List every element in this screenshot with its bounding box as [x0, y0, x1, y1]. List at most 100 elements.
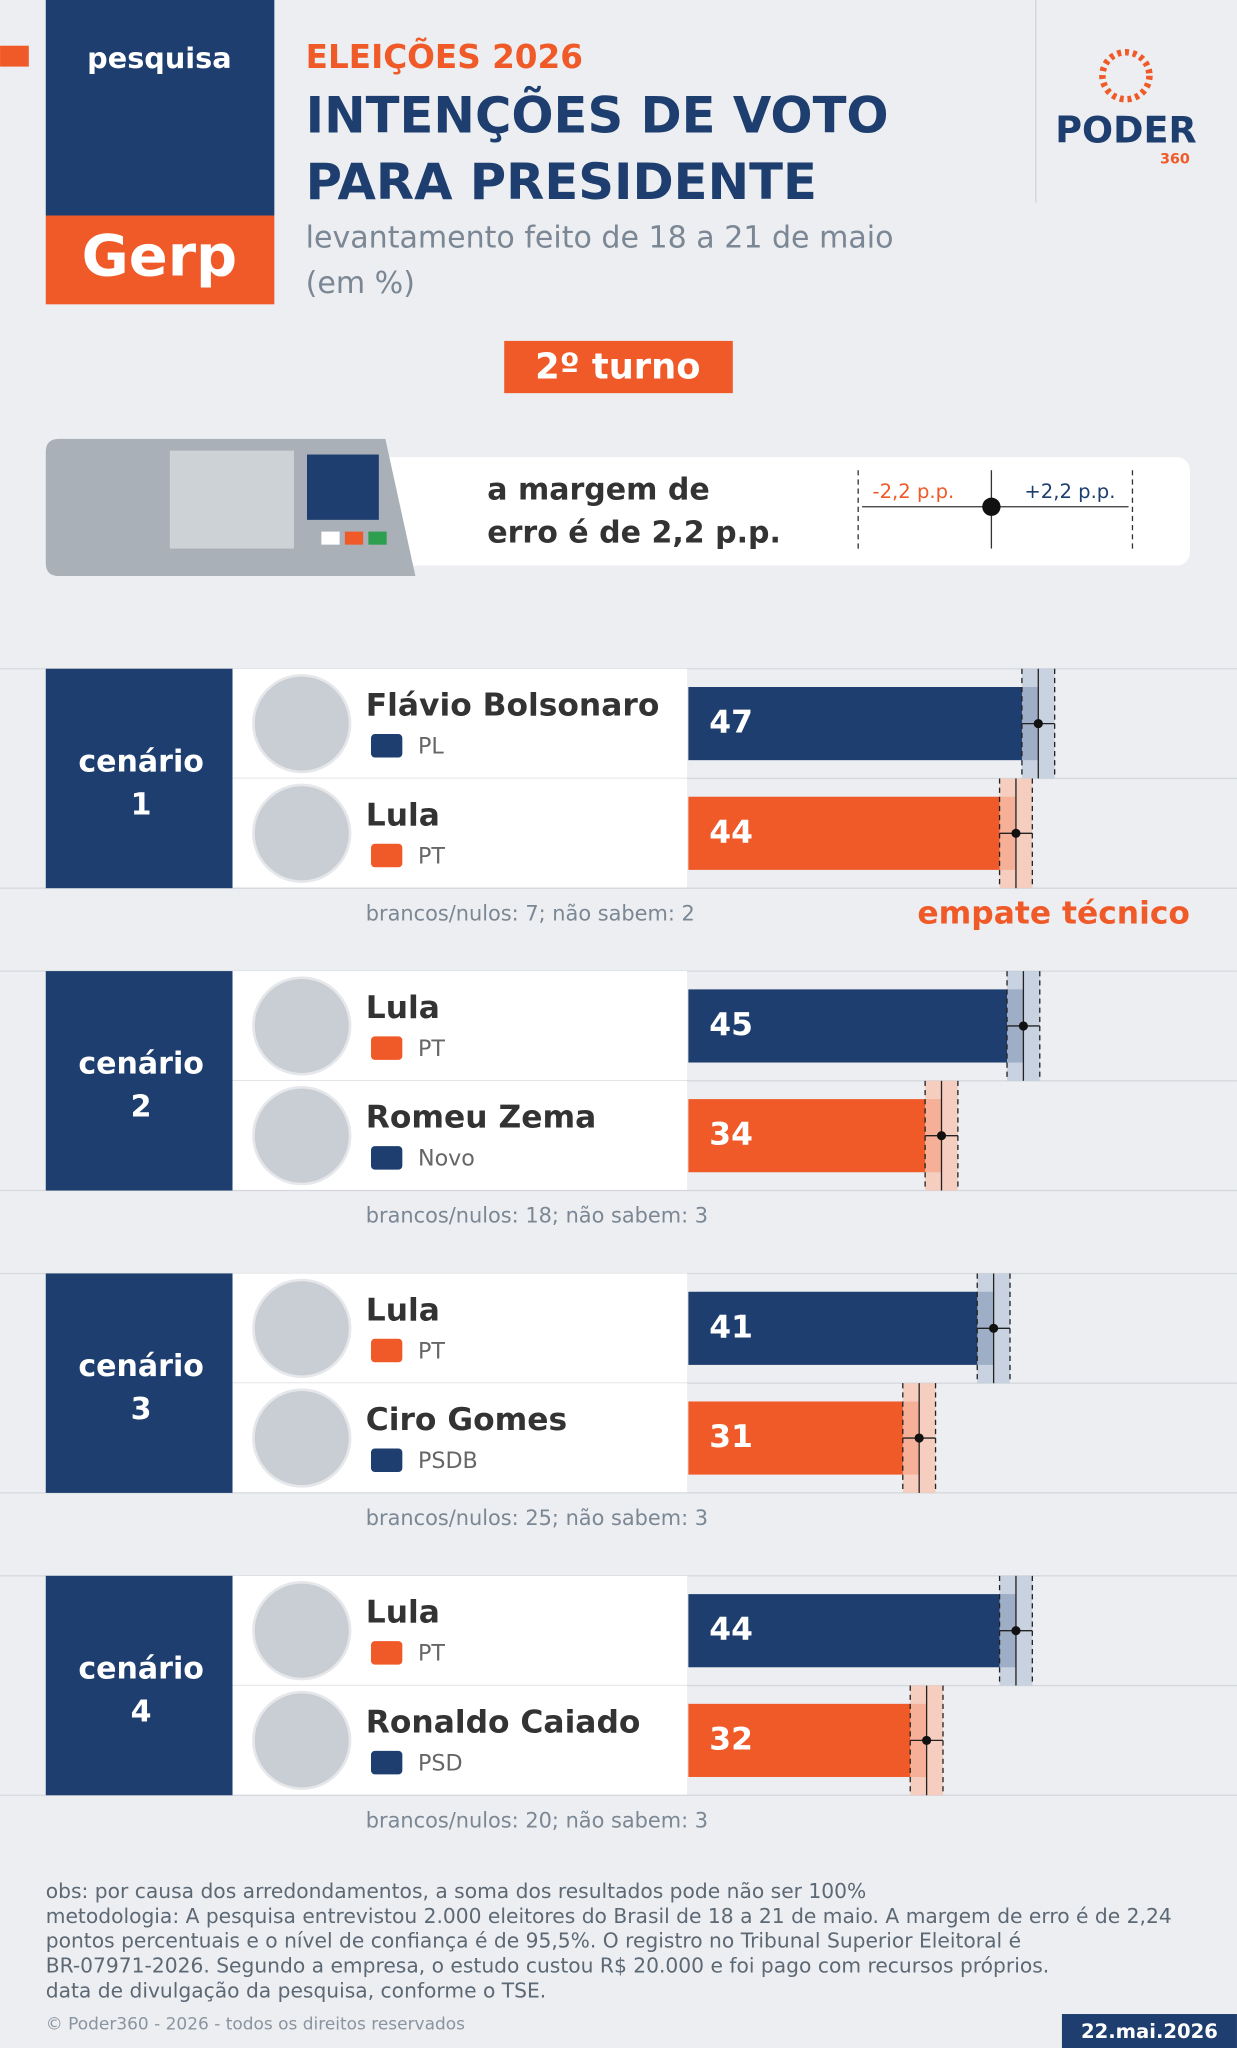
scenario-number: 3 [131, 1392, 152, 1427]
title: INTENÇÕES DE VOTO [306, 85, 889, 144]
copyright: © Poder360 - 2026 - todos os direitos re… [46, 2014, 465, 2034]
bar [688, 687, 1039, 761]
brand: Gerp [82, 223, 238, 290]
party: PL [418, 734, 444, 760]
margin-minus: -2,2 p.p. [873, 480, 955, 503]
scenario-note: brancos/nulos: 25; não sabem: 3 [366, 1506, 708, 1530]
scenario-note: brancos/nulos: 18; não sabem: 3 [366, 1204, 708, 1228]
photo [252, 1690, 352, 1791]
bar [688, 1099, 942, 1173]
logo-sub: 360 [1160, 151, 1190, 167]
footer-note: metodologia: A pesquisa entrevistou 2.00… [46, 1904, 1172, 1928]
tag-box [45, 0, 275, 216]
scenario-box [45, 668, 233, 889]
party: PSDB [418, 1448, 478, 1474]
candidate-name: Lula [366, 1595, 440, 1631]
party-icon [370, 734, 403, 758]
photo [252, 1278, 352, 1378]
value-label: 31 [709, 1419, 753, 1455]
margin-plus: +2,2 p.p. [1024, 480, 1115, 503]
candidate-name: Flávio Bolsonaro [366, 688, 660, 724]
scenario-label: cenário [78, 1047, 204, 1082]
candidate-name: Lula [366, 797, 440, 833]
margin-text: a margem de [487, 473, 710, 508]
kicker: ELEIÇÕES 2026 [306, 37, 583, 76]
candidate-name: Romeu Zema [366, 1100, 596, 1136]
bar [688, 989, 1024, 1063]
party-icon [370, 1036, 403, 1060]
scenario-box [45, 1273, 233, 1493]
party: PT [418, 1338, 445, 1364]
value-point [936, 1131, 947, 1141]
candidate-name: Lula [366, 1292, 440, 1328]
tag: pesquisa [87, 41, 231, 75]
scenario-box [45, 1575, 233, 1796]
value-point [1011, 828, 1021, 838]
value-label: 32 [709, 1721, 753, 1757]
photo [252, 1581, 352, 1681]
accent [0, 45, 29, 67]
party: PT [418, 1036, 445, 1062]
bar [688, 1703, 927, 1777]
party: PT [418, 1641, 445, 1667]
scenario-number: 4 [131, 1694, 152, 1729]
key [344, 531, 364, 545]
photo [252, 976, 352, 1076]
scenario-label: cenário [78, 1651, 204, 1686]
subtitle: (em %) [306, 266, 415, 301]
brand-box [45, 215, 275, 305]
footer-note: pontos percentuais e o nível de confianç… [46, 1929, 1021, 1953]
scenario-number: 2 [131, 1090, 152, 1125]
key [321, 531, 340, 545]
footer-note: data de divulgação da pesquisa, conforme… [46, 1978, 546, 2002]
scenario-note: brancos/nulos: 20; não sabem: 3 [366, 1808, 708, 1832]
value-label: 47 [709, 705, 753, 741]
value-point [989, 1323, 999, 1333]
bar [688, 1291, 994, 1365]
date: 22.mai.2026 [1081, 2020, 1218, 2043]
candidate-name: Lula [366, 990, 440, 1026]
party: PT [418, 843, 445, 869]
logo-sun [1099, 48, 1153, 103]
screen [169, 450, 294, 549]
subtitle: levantamento feito de 18 a 21 de maio [306, 221, 894, 256]
party-icon [370, 1146, 403, 1170]
round-box [504, 340, 733, 394]
scenario-number: 1 [131, 787, 152, 822]
keypad [306, 454, 379, 520]
party-icon [370, 1448, 403, 1472]
value-label: 44 [709, 814, 753, 850]
title: PARA PRESIDENTE [306, 153, 817, 211]
footer-note: obs: por causa dos arredondamentos, a so… [46, 1879, 867, 1903]
value-point [1018, 1021, 1028, 1031]
round: 2º turno [535, 346, 700, 387]
scenario-note: brancos/nulos: 7; não sabem: 2 [366, 901, 695, 925]
photo [252, 673, 352, 774]
bar [688, 796, 1016, 870]
value-label: 34 [709, 1117, 753, 1153]
photo [252, 783, 352, 883]
party-icon [370, 1641, 403, 1665]
scenario-box [45, 971, 233, 1191]
value-point [1011, 1626, 1021, 1636]
margin-point [982, 497, 1001, 516]
party-icon [370, 843, 403, 868]
bar [688, 1401, 920, 1475]
photo [252, 1086, 352, 1186]
value-label: 41 [709, 1309, 753, 1345]
party-icon [370, 1338, 403, 1363]
party-icon [370, 1750, 403, 1775]
margin-text: erro é de 2,2 p.p. [487, 516, 781, 551]
candidate-name: Ronaldo Caiado [366, 1704, 641, 1740]
party: Novo [418, 1146, 475, 1172]
scenario-label: cenário [78, 744, 204, 779]
value-point [1033, 719, 1043, 729]
party: PSD [418, 1750, 463, 1776]
candidate-name: Ciro Gomes [366, 1402, 567, 1438]
date-box [1061, 2014, 1237, 2048]
footer-note: BR-07971-2026. Segundo a empresa, o estu… [46, 1954, 1049, 1978]
key [368, 531, 387, 545]
value-label: 45 [709, 1007, 753, 1043]
value-point [914, 1433, 924, 1443]
